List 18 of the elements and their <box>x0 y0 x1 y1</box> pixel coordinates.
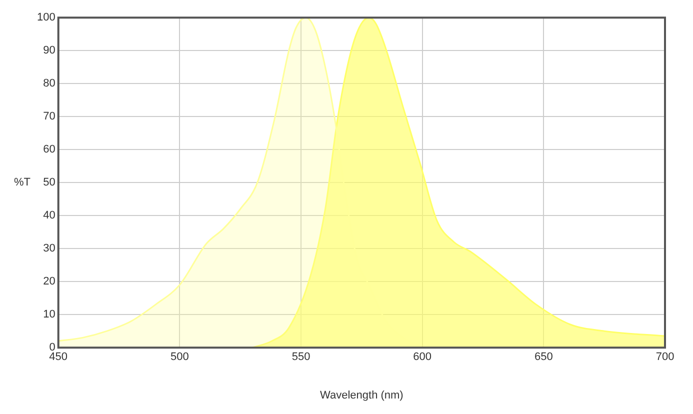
x-tick-label: 600 <box>413 351 432 364</box>
y-tick-label: 10 <box>43 308 56 321</box>
y-axis-title: %T <box>14 176 31 189</box>
y-tick-label: 100 <box>36 12 56 24</box>
y-tick-label: 60 <box>43 144 56 156</box>
x-axis-title: Wavelength (nm) <box>320 389 404 402</box>
x-tick-label: 550 <box>292 351 310 364</box>
y-tick-label: 70 <box>43 110 56 123</box>
y-tick-label: 50 <box>43 176 56 189</box>
y-tick-label: 20 <box>43 276 56 288</box>
y-tick-label: 80 <box>43 78 56 90</box>
y-tick-label: 40 <box>43 210 56 222</box>
y-tick-label: 90 <box>43 44 56 57</box>
y-tick-label: 30 <box>43 242 56 255</box>
x-tick-label: 500 <box>170 351 189 364</box>
x-tick-label: 450 <box>49 351 68 364</box>
x-tick-label: 700 <box>656 351 674 364</box>
x-tick-label: 650 <box>534 351 553 364</box>
